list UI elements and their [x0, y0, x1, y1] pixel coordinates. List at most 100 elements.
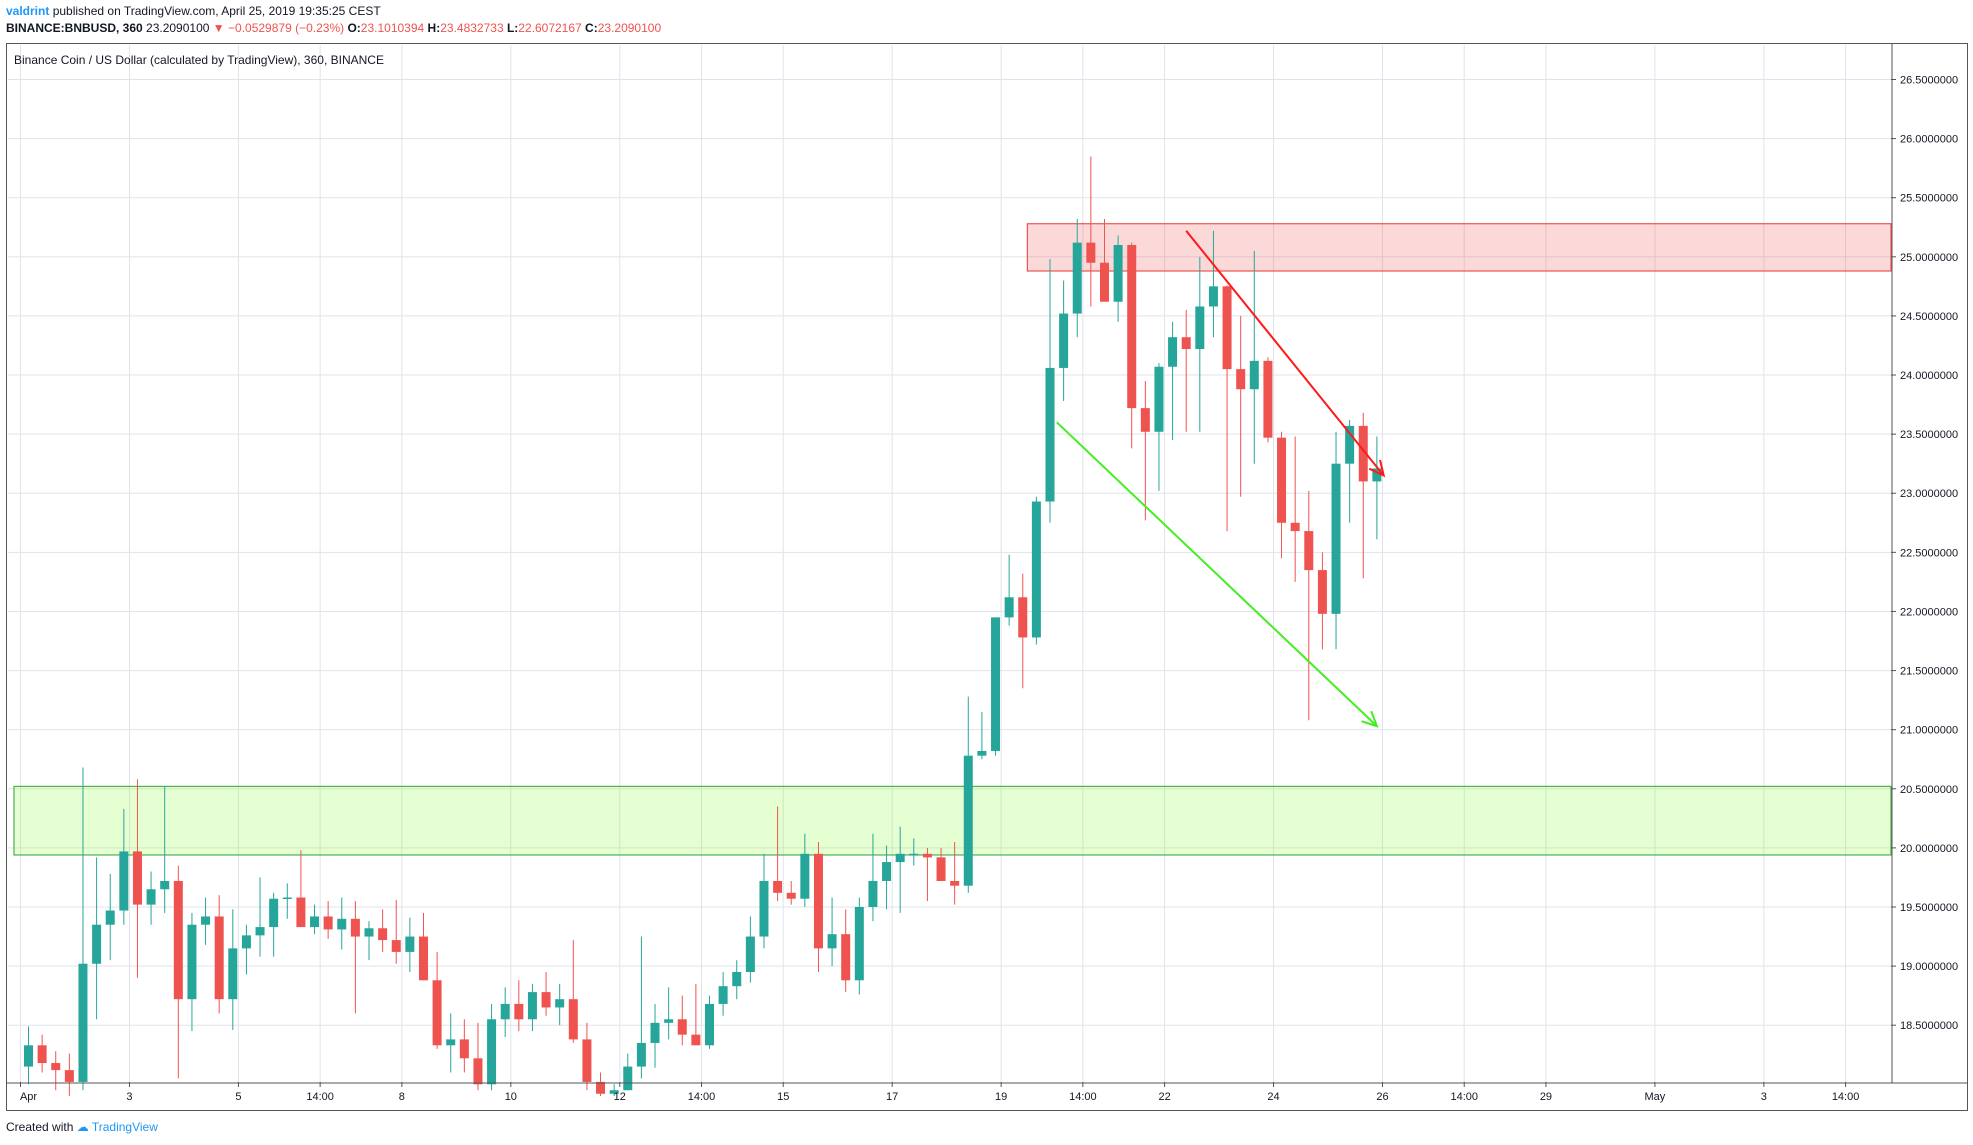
- footer: Created with ☁ TradingView: [6, 1120, 158, 1134]
- candle-body: [596, 1081, 606, 1094]
- candle-body: [160, 880, 170, 890]
- tradingview-logo-icon: ☁: [76, 1120, 89, 1134]
- price-axis: 26.5000000 26.0000000 25.5000000 25.0000000…: [1891, 75, 1958, 1032]
- candle-body: [1004, 597, 1014, 618]
- time-tick-label: May: [1645, 1091, 1666, 1103]
- price-tick-label: 22.5000000: [1900, 547, 1958, 559]
- time-tick-label: 19: [995, 1091, 1007, 1103]
- candle-body: [337, 918, 347, 930]
- open-value: 23.1010394: [360, 21, 425, 35]
- candle-body: [1345, 425, 1355, 464]
- candle-body: [24, 1045, 33, 1067]
- candle-body: [1140, 408, 1150, 432]
- candle-body: [405, 936, 415, 952]
- high-label: H:: [427, 21, 441, 35]
- candle-body: [582, 1039, 592, 1082]
- candle-body: [214, 916, 224, 1000]
- candle-body: [895, 853, 905, 863]
- candle-body: [1059, 313, 1069, 368]
- candle-body: [1277, 437, 1287, 523]
- time-tick-label: 15: [777, 1091, 789, 1103]
- candle-body: [677, 1019, 687, 1035]
- price-tick-label: 26.0000000: [1900, 134, 1958, 146]
- candle-body: [650, 1022, 660, 1043]
- candle-body: [1113, 244, 1123, 302]
- candle-body: [705, 1003, 714, 1046]
- time-tick-label: 3: [1761, 1091, 1767, 1103]
- candle-body: [418, 936, 428, 981]
- price-tick-label: 18.5000000: [1900, 1020, 1958, 1032]
- candle-body: [950, 880, 960, 886]
- candle-body: [1031, 501, 1041, 638]
- candle-body: [1304, 531, 1314, 571]
- candle-body: [1317, 570, 1327, 614]
- candle-body: [1099, 262, 1109, 302]
- candle-body: [1154, 366, 1164, 432]
- author-link[interactable]: valdrint: [6, 4, 50, 18]
- candle-body: [1127, 244, 1137, 409]
- time-tick-label: 26: [1376, 1091, 1388, 1103]
- candle-body: [78, 963, 88, 1082]
- price-tick-label: 23.0000000: [1900, 488, 1958, 500]
- price-tick-label: 26.5000000: [1900, 75, 1958, 87]
- grid-lines: [8, 45, 1891, 1082]
- publish-info: valdrint published on TradingView.com, A…: [6, 4, 381, 18]
- candle-body: [827, 934, 837, 949]
- candle-body: [882, 862, 892, 881]
- publish-text: published on TradingView.com, April 25, …: [52, 4, 381, 18]
- candle-body: [310, 916, 320, 928]
- candle-body: [473, 1058, 483, 1085]
- candle-body: [868, 880, 878, 907]
- candle-body: [977, 750, 987, 756]
- candle-body: [514, 1003, 524, 1020]
- time-axis: Apr 3 5 14:00 8 10 12 14:00 15 17 19 14:00 22 24 26 14:…: [20, 1082, 1859, 1103]
- candle-body: [732, 972, 742, 987]
- time-tick-label: 14:00: [1450, 1091, 1478, 1103]
- price-tick-label: 24.0000000: [1900, 370, 1958, 382]
- candle-body: [936, 857, 946, 881]
- candle-body: [759, 880, 769, 937]
- candle-body: [282, 897, 292, 900]
- candle-body: [664, 1019, 674, 1023]
- candle-body: [187, 924, 197, 1000]
- candle-body: [1372, 468, 1382, 482]
- candle-body: [119, 851, 129, 911]
- candle-body: [527, 992, 537, 1020]
- candle-body: [241, 935, 251, 949]
- candle-body: [1045, 367, 1055, 502]
- price-tick-label: 25.0000000: [1900, 252, 1958, 264]
- price-tick-label: 20.5000000: [1900, 784, 1958, 796]
- time-tick-label: 14:00: [306, 1091, 334, 1103]
- candle-body: [841, 934, 851, 981]
- candle-body: [1358, 425, 1368, 482]
- high-value: 23.4832733: [440, 21, 504, 35]
- time-tick-label: 5: [235, 1091, 241, 1103]
- low-label: L:: [506, 21, 519, 35]
- candle-body: [991, 617, 1001, 751]
- candle-body: [350, 918, 360, 937]
- time-tick-label: 12: [614, 1091, 626, 1103]
- candle-body: [1208, 286, 1218, 307]
- candle-body: [609, 1090, 619, 1094]
- time-tick-label: Apr: [20, 1091, 37, 1103]
- time-tick-label: 29: [1540, 1091, 1552, 1103]
- price-tick-label: 24.5000000: [1900, 311, 1958, 323]
- candle-body: [487, 1019, 497, 1085]
- price-tick-label: 21.5000000: [1900, 666, 1958, 678]
- tradingview-brand[interactable]: TradingView: [91, 1120, 158, 1134]
- time-tick-label: 10: [505, 1091, 517, 1103]
- time-tick-label: 14:00: [688, 1091, 716, 1103]
- ohlc-bar: BINANCE:BNBUSD, 360 23.2090100 ▼ −0.0529…: [6, 21, 661, 35]
- time-tick-label: 17: [886, 1091, 898, 1103]
- green-arrow-line: [1056, 421, 1378, 727]
- candle-body: [92, 924, 102, 964]
- chart-title: Binance Coin / US Dollar (calculated by …: [14, 53, 384, 67]
- price-tick-label: 21.0000000: [1900, 725, 1958, 737]
- low-value: 22.6072167: [518, 21, 582, 35]
- candle-body: [745, 936, 755, 973]
- candle-body: [323, 916, 333, 930]
- candle-body: [378, 928, 388, 941]
- candle-body: [773, 880, 783, 893]
- candle-body: [459, 1039, 469, 1059]
